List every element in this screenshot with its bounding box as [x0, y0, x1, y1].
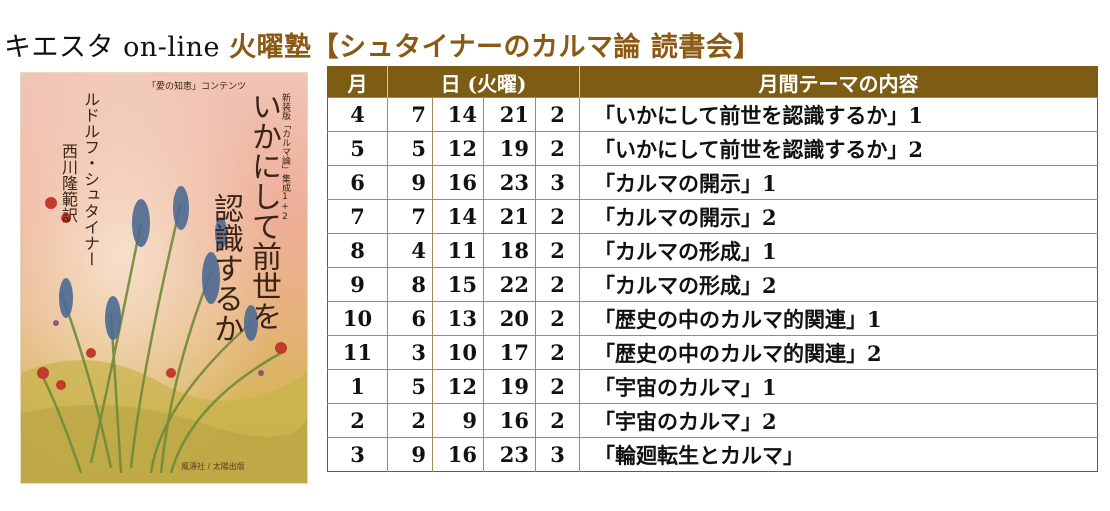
cell-theme: 「輪廻転生とカルマ」: [579, 437, 1098, 472]
cell-month: 9: [327, 267, 388, 302]
cell-day: 6: [387, 301, 433, 336]
cell-day: 18: [483, 233, 536, 268]
cell-day: 16: [432, 437, 484, 472]
cell-day: 21: [483, 199, 536, 234]
cell-day: 13: [432, 301, 484, 336]
table-header-row: 月 日 (火曜) 月間テーマの内容: [327, 66, 1098, 98]
cell-month: 1: [327, 369, 388, 404]
cell-day: 21: [483, 97, 536, 132]
cell-month: 10: [327, 301, 388, 336]
title-prefix: キエスタ on-line: [4, 32, 230, 63]
header-theme: 月間テーマの内容: [579, 66, 1098, 98]
cell-theme: 「いかにして前世を認識するか」2: [579, 131, 1098, 166]
cell-day: 15: [432, 267, 484, 302]
cover-series: 新装版「カルマ論」集成1+2: [280, 93, 290, 222]
cell-day: 17: [483, 335, 536, 370]
book-cover-image: 「愛の知恵」コンテンツ 新装版「カルマ論」集成1+2 いかにして前世を 認識する…: [20, 72, 308, 484]
cell-day: 9: [432, 403, 484, 438]
cover-banner: 「愛の知恵」コンテンツ: [147, 82, 247, 92]
title-highlight: 火曜塾【シュタイナーのカルマ論 読書会】: [229, 32, 761, 63]
cell-day: 10: [432, 335, 484, 370]
cell-theme: 「カルマの開示」2: [579, 199, 1098, 234]
cell-theme: 「歴史の中のカルマ的関連」1: [579, 301, 1098, 336]
cell-day: 19: [483, 369, 536, 404]
cover-title-line2: 認識するか: [208, 193, 243, 343]
cell-day: 3: [387, 335, 433, 370]
cell-day: 16: [432, 165, 484, 200]
header-month: 月: [327, 66, 388, 98]
table-row: 11 3 10 17 2 「歴史の中のカルマ的関連」2: [327, 335, 1098, 370]
cell-day: 19: [483, 131, 536, 166]
cell-count: 3: [534, 165, 580, 200]
cell-theme: 「宇宙のカルマ」1: [579, 369, 1098, 404]
cell-theme: 「カルマの形成」2: [579, 267, 1098, 302]
cell-count: 2: [534, 131, 580, 166]
cover-author: ルドルフ・シュタイナー: [81, 91, 100, 267]
cell-day: 23: [483, 165, 536, 200]
table-row: 5 5 12 19 2 「いかにして前世を認識するか」2: [327, 131, 1098, 166]
cell-count: 2: [534, 403, 580, 438]
cell-day: 20: [483, 301, 536, 336]
cell-day: 9: [387, 437, 433, 472]
cell-count: 3: [534, 437, 580, 472]
cell-count: 2: [534, 301, 580, 336]
cell-day: 14: [432, 97, 484, 132]
page-title: キエスタ on-line 火曜塾【シュタイナーのカルマ論 読書会】: [4, 30, 761, 66]
cover-publisher: 風濤社 / 太陽出版: [181, 462, 245, 471]
table-row: 2 2 9 16 2 「宇宙のカルマ」2: [327, 403, 1098, 438]
cell-day: 8: [387, 267, 433, 302]
cell-count: 2: [534, 233, 580, 268]
cell-day: 16: [483, 403, 536, 438]
table-row: 1 5 12 19 2 「宇宙のカルマ」1: [327, 369, 1098, 404]
cell-day: 12: [432, 131, 484, 166]
cell-month: 6: [327, 165, 388, 200]
schedule-table: 月 日 (火曜) 月間テーマの内容 4 7 14 21 2 「いかにして前世を認…: [327, 66, 1099, 472]
cell-count: 2: [534, 267, 580, 302]
cell-theme: 「カルマの形成」1: [579, 233, 1098, 268]
cell-theme: 「いかにして前世を認識するか」1: [579, 97, 1098, 132]
cell-day: 11: [432, 233, 484, 268]
cell-day: 2: [387, 403, 433, 438]
table-row: 6 9 16 23 3 「カルマの開示」1: [327, 165, 1098, 200]
cover-translator: 西川隆範訳: [59, 143, 78, 223]
cell-month: 3: [327, 437, 388, 472]
cell-day: 5: [387, 131, 433, 166]
cell-theme: 「カルマの開示」1: [579, 165, 1098, 200]
cover-painting: [21, 73, 307, 483]
cell-month: 4: [327, 97, 388, 132]
cell-day: 7: [387, 97, 433, 132]
table-row: 10 6 13 20 2 「歴史の中のカルマ的関連」1: [327, 301, 1098, 336]
cell-day: 23: [483, 437, 536, 472]
cell-count: 2: [534, 369, 580, 404]
table-row: 9 8 15 22 2 「カルマの形成」2: [327, 267, 1098, 302]
cell-day: 5: [387, 369, 433, 404]
cell-day: 22: [483, 267, 536, 302]
cell-month: 7: [327, 199, 388, 234]
cell-count: 2: [534, 335, 580, 370]
cell-month: 2: [327, 403, 388, 438]
cell-day: 12: [432, 369, 484, 404]
table-row: 8 4 11 18 2 「カルマの形成」1: [327, 233, 1098, 268]
cell-month: 8: [327, 233, 388, 268]
cell-month: 5: [327, 131, 388, 166]
cell-count: 2: [534, 199, 580, 234]
cell-day: 14: [432, 199, 484, 234]
cell-count: 2: [534, 97, 580, 132]
cell-day: 7: [387, 199, 433, 234]
cell-day: 9: [387, 165, 433, 200]
cover-title-line1: いかにして前世を: [246, 91, 281, 331]
cell-theme: 「宇宙のカルマ」2: [579, 403, 1098, 438]
cell-month: 11: [327, 335, 388, 370]
table-row: 7 7 14 21 2 「カルマの開示」2: [327, 199, 1098, 234]
header-days: 日 (火曜): [386, 66, 580, 98]
table-row: 3 9 16 23 3 「輪廻転生とカルマ」: [327, 437, 1098, 472]
cell-day: 4: [387, 233, 433, 268]
cell-theme: 「歴史の中のカルマ的関連」2: [579, 335, 1098, 370]
table-row: 4 7 14 21 2 「いかにして前世を認識するか」1: [327, 97, 1098, 132]
